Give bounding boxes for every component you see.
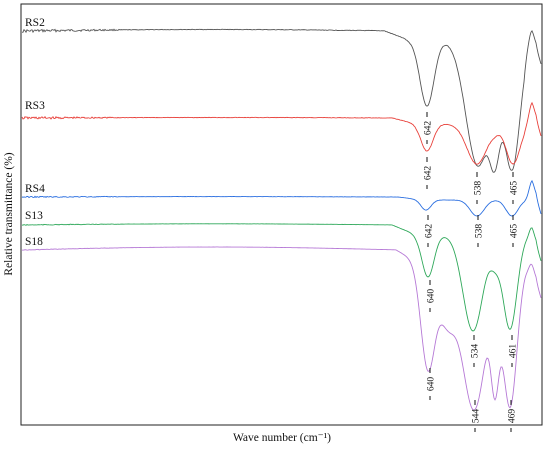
peak-label: 538 — [474, 181, 484, 196]
peak-label: 642 — [425, 224, 435, 239]
x-axis-title: Wave number (cm⁻¹) — [233, 432, 331, 444]
peak-label: 640 — [427, 289, 437, 304]
plot-frame — [20, 3, 543, 426]
series-label-s18: S18 — [25, 236, 43, 248]
peak-label: 465 — [510, 181, 520, 196]
peak-label: 538 — [475, 224, 485, 239]
series-line-rs3 — [21, 101, 542, 165]
series-line-rs2 — [21, 28, 542, 173]
peak-label: 640 — [427, 377, 437, 392]
peak-label: 534 — [471, 344, 481, 359]
y-axis-title: Relative transmittance (%) — [3, 152, 15, 275]
peak-label: 642 — [424, 166, 434, 181]
peak-label: 465 — [510, 224, 520, 239]
label-layer: RS2 642 RS3 642 538 465 RS4 642 538 465 S13 640 534 4… — [25, 17, 520, 432]
series-label-rs3: RS3 — [25, 100, 45, 112]
series-label-s13: S13 — [25, 210, 43, 222]
series-label-rs4: RS4 — [25, 183, 45, 195]
peak-label: 642 — [424, 121, 434, 136]
peak-label: 544 — [472, 409, 482, 424]
series-line-s13 — [21, 223, 542, 332]
series-layer — [21, 28, 542, 411]
series-line-s18 — [21, 246, 542, 411]
series-label-rs2: RS2 — [25, 17, 45, 29]
peak-label: 469 — [508, 409, 518, 424]
series-line-rs4 — [21, 179, 542, 217]
peak-label: 461 — [509, 344, 519, 359]
